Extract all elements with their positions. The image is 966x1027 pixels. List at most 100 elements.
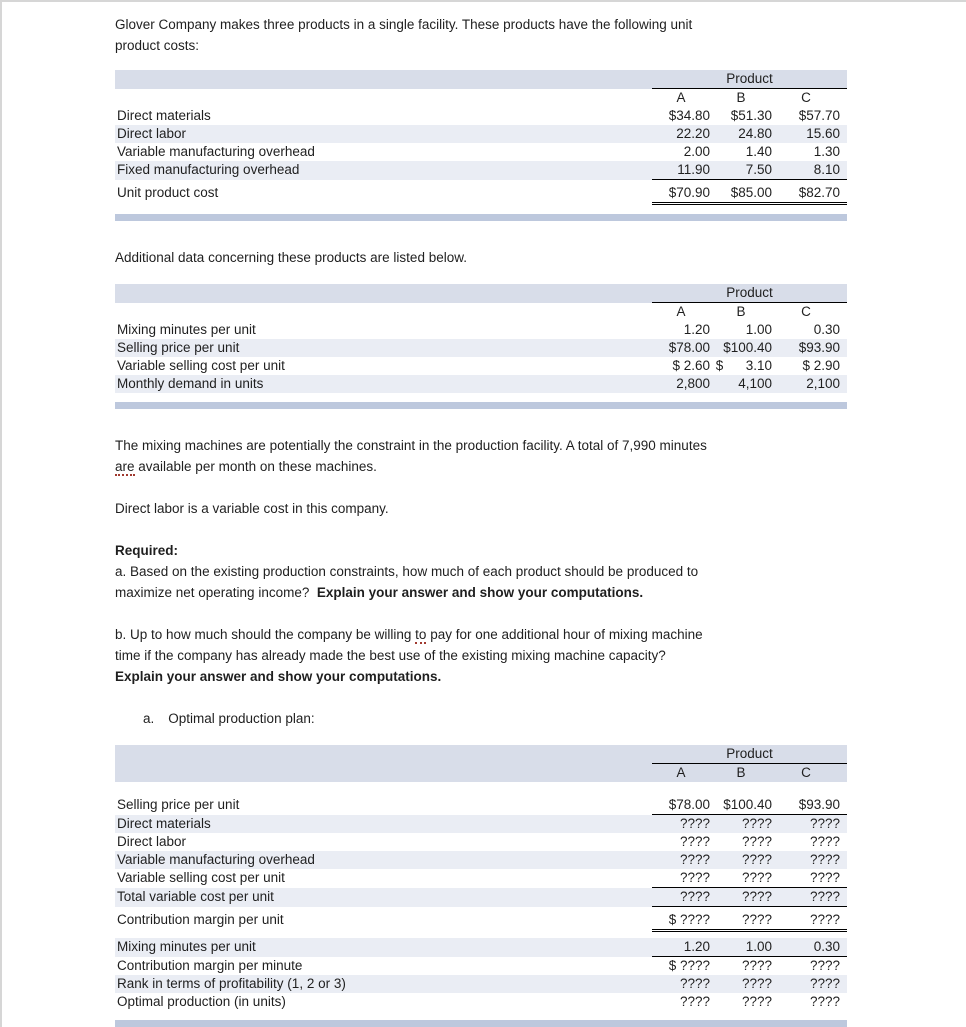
column-header-b: B <box>736 90 746 105</box>
plan-letter: a. <box>143 711 155 726</box>
value-a: ???? <box>679 816 710 831</box>
table-row: Direct materials $34.80 $51.30 $57.70 <box>115 107 847 125</box>
row-label: Direct materials <box>117 108 211 123</box>
additional-data-paragraph: Additional data concerning these product… <box>115 250 467 265</box>
direct-labor-note: Direct labor is a variable cost in this … <box>115 501 389 516</box>
value-b: 24.80 <box>738 126 772 141</box>
table-row: Direct labor 22.20 24.80 15.60 <box>115 125 847 143</box>
column-header-c: C <box>801 90 811 105</box>
value-a: ???? <box>679 834 710 849</box>
value-c: 8.10 <box>772 161 847 180</box>
row-label: Mixing minutes per unit <box>117 322 256 337</box>
value-b: 1.00 <box>745 322 772 337</box>
table-bottom-bar <box>115 214 847 221</box>
row-label: Total variable cost per unit <box>117 889 274 904</box>
value-a: $ ???? <box>652 911 710 932</box>
table-row: Monthly demand in units 2,800 4,100 2,10… <box>115 375 847 393</box>
value-b: $100.40 <box>723 340 772 355</box>
row-label: Contribution margin per unit <box>117 912 284 927</box>
value-c: 15.60 <box>806 126 840 141</box>
row-label: Optimal production (in units) <box>117 994 286 1009</box>
production-plan-table: Product A B C Selling price per unit $78… <box>115 745 847 1027</box>
table-row: Contribution margin per unit $ ???? ????… <box>115 911 847 932</box>
value-c: ???? <box>809 816 840 831</box>
table-row: Variable selling cost per unit ???? ????… <box>115 869 847 888</box>
row-label: Unit product cost <box>117 185 219 200</box>
constraint-line-2: available per month on these machines. <box>134 459 377 474</box>
value-c: 0.30 <box>772 938 847 957</box>
row-label: Contribution margin per minute <box>117 958 303 973</box>
value-b: 1.40 <box>745 144 772 159</box>
value-a: ???? <box>679 976 710 991</box>
value-a: 2.00 <box>683 144 710 159</box>
value-b: $85.00 <box>710 184 772 205</box>
row-label: Direct materials <box>117 816 211 831</box>
value-a: 22.20 <box>676 126 710 141</box>
row-label: Variable manufacturing overhead <box>117 144 315 159</box>
requirement-a-line-2: maximize net operating income? <box>115 585 317 600</box>
row-label: Variable selling cost per unit <box>117 358 285 373</box>
table-row: Total variable cost per unit ???? ???? ?… <box>115 888 847 907</box>
table-row: Contribution margin per minute $ ???? ??… <box>115 957 847 975</box>
value-b: $51.30 <box>730 108 772 123</box>
empty-cell <box>115 89 652 107</box>
value-b: ???? <box>741 976 772 991</box>
row-label: Direct labor <box>117 126 187 141</box>
optimal-plan-heading: a. Optimal production plan: <box>143 708 847 729</box>
additional-data-table: Product A B C Mixing minutes per unit 1.… <box>115 284 847 409</box>
column-header-a: A <box>676 304 686 319</box>
value-c: ???? <box>809 976 840 991</box>
product-header-row: Product <box>115 70 847 89</box>
grammar-underlined-word: are <box>115 459 135 476</box>
intro-line-2: product costs: <box>115 38 200 53</box>
value-a: $ 2.60 <box>672 358 710 373</box>
value-a: 1.20 <box>683 322 710 337</box>
column-header-row: A B C <box>115 89 847 107</box>
value-c: $ 2.90 <box>802 358 840 373</box>
value-b: ???? <box>741 852 772 867</box>
intro-paragraph: Glover Company makes three products in a… <box>115 14 847 56</box>
value-c: ???? <box>809 834 840 849</box>
column-header-c: C <box>801 765 811 780</box>
value-b: 7.50 <box>710 161 772 180</box>
table-row: Rank in terms of profitability (1, 2 or … <box>115 975 847 993</box>
table-bottom-bar <box>115 402 847 409</box>
table-row: Unit product cost $70.90 $85.00 $82.70 <box>115 184 847 205</box>
table-row: Mixing minutes per unit 1.20 1.00 0.30 <box>115 321 847 339</box>
requirement-a-line-1: a. Based on the existing production cons… <box>115 564 699 579</box>
column-header-row: A B C <box>115 764 847 782</box>
value-b: ???? <box>710 911 772 932</box>
requirement-b-line-1b: pay for one additional hour of mixing ma… <box>426 627 703 642</box>
value-a: ???? <box>652 888 710 907</box>
plan-label: Optimal production plan: <box>168 711 315 726</box>
table-row: Variable manufacturing overhead 2.00 1.4… <box>115 143 847 161</box>
table-row: Variable manufacturing overhead ???? ???… <box>115 851 847 869</box>
column-header-b: B <box>736 765 746 780</box>
value-b: ???? <box>741 834 772 849</box>
empty-cell <box>115 284 652 303</box>
value-a: ???? <box>652 869 710 888</box>
row-label: Fixed manufacturing overhead <box>117 162 300 177</box>
value-c: ???? <box>772 911 847 932</box>
row-label: Variable manufacturing overhead <box>117 852 315 867</box>
row-label: Variable selling cost per unit <box>117 870 285 885</box>
value-a: ???? <box>679 852 710 867</box>
value-b: ???? <box>710 888 772 907</box>
product-header: Product <box>652 284 847 303</box>
product-header-row: Product <box>115 745 847 764</box>
value-a: $70.90 <box>652 184 710 205</box>
value-a: ???? <box>679 994 710 1009</box>
product-header-row: Product <box>115 284 847 303</box>
value-b: ???? <box>741 958 772 973</box>
table-row: Direct labor ???? ???? ???? <box>115 833 847 851</box>
value-a: $78.00 <box>668 340 710 355</box>
column-header-b: B <box>736 304 746 319</box>
required-section: Required: a. Based on the existing produc… <box>115 540 847 603</box>
column-header-a: A <box>676 765 686 780</box>
value-b: ???? <box>741 994 772 1009</box>
constraint-line-1: The mixing machines are potentially the … <box>115 438 707 453</box>
value-c: ???? <box>772 869 847 888</box>
required-label: Required: <box>115 543 179 558</box>
value-a: 1.20 <box>652 938 710 957</box>
row-label: Mixing minutes per unit <box>117 939 256 954</box>
